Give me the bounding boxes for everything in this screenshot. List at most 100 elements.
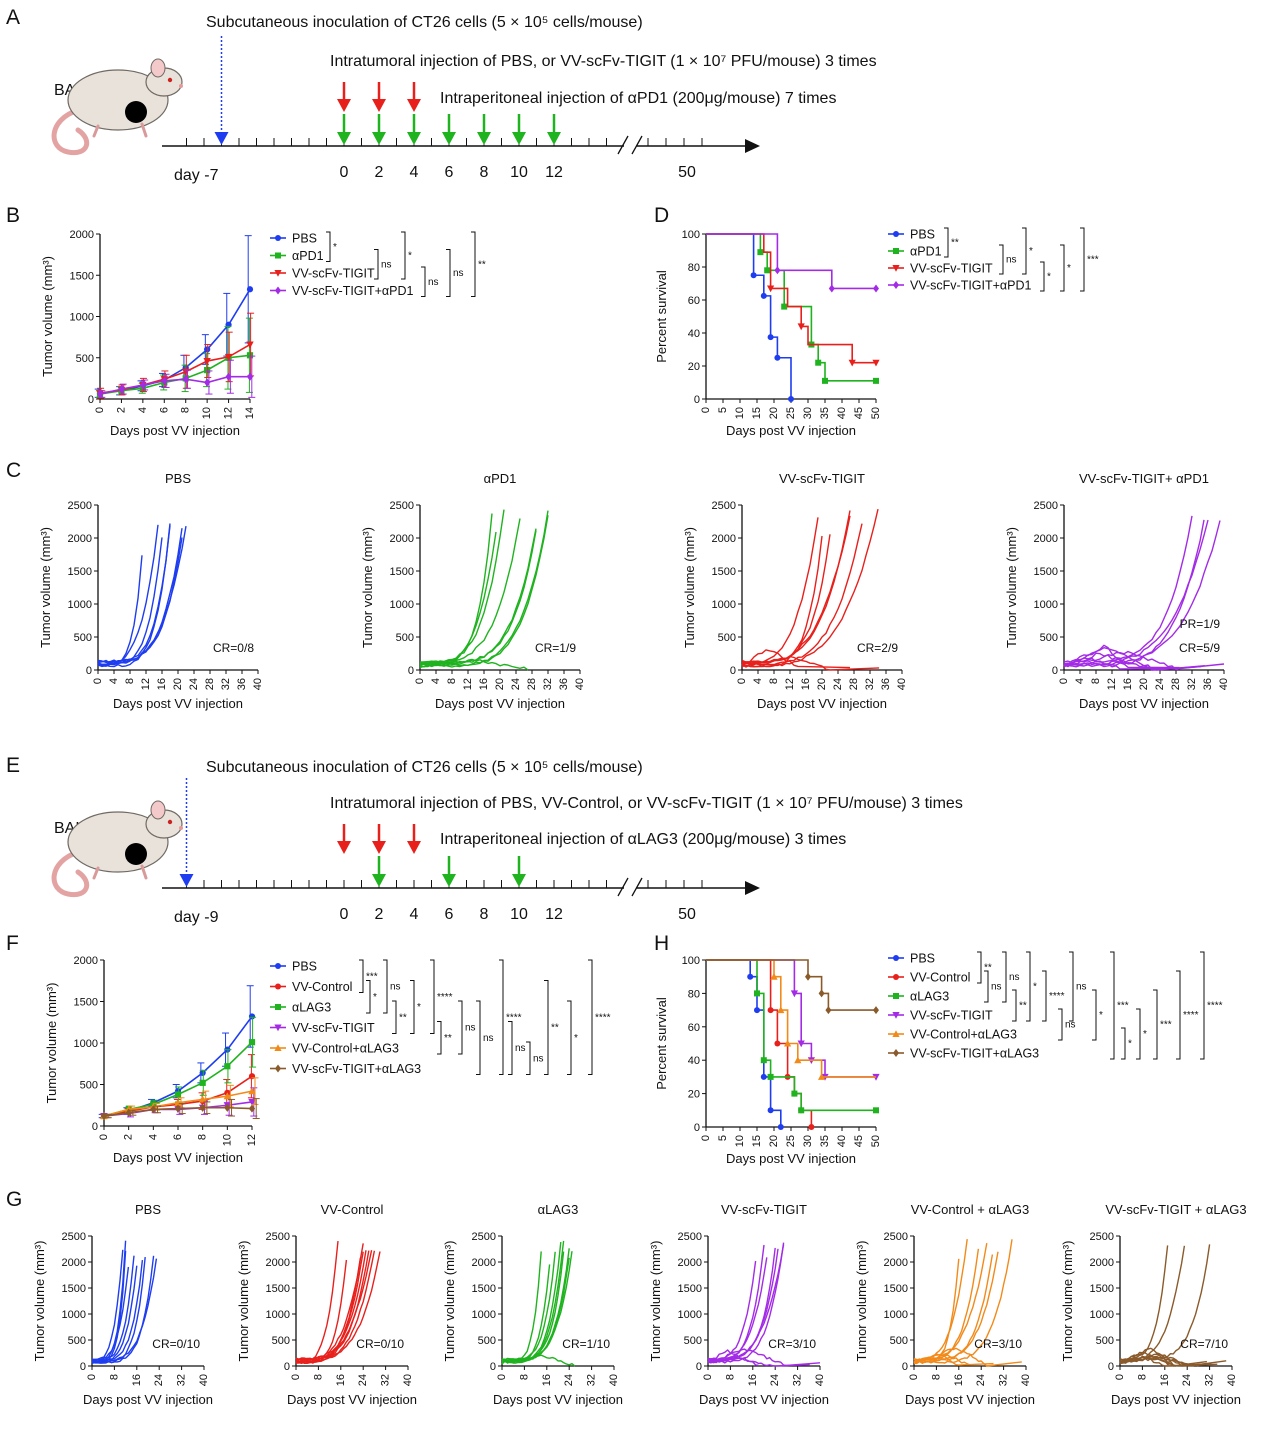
marker-triangle-up <box>818 1073 826 1080</box>
timeline-day-label: 6 <box>445 906 454 923</box>
marker-diamond <box>893 1049 899 1057</box>
panel-label-c: C <box>6 459 21 482</box>
y-tick-label: 1000 <box>74 1038 98 1050</box>
significance-label: ns <box>533 1053 544 1064</box>
y-tick-label: 500 <box>396 632 414 644</box>
y-tick-label: 1500 <box>1034 566 1058 578</box>
significance-bracket <box>392 1000 397 1034</box>
legend-label: VV-scFv-TIGIT+αPD1 <box>292 284 414 298</box>
timeline-arrowhead <box>745 881 760 895</box>
marker-diamond <box>161 376 168 385</box>
significance-bracket <box>437 1021 442 1055</box>
y-tick-label: 1500 <box>70 270 94 282</box>
legend-label: αPD1 <box>910 245 942 259</box>
x-tick-label: 8 <box>124 678 136 684</box>
y-tick-label: 2000 <box>266 1257 290 1269</box>
significance-label: * <box>574 1033 578 1044</box>
timeline-day-label: 4 <box>410 906 419 923</box>
y-tick-label: 1500 <box>74 997 98 1009</box>
marker-square <box>174 1091 182 1098</box>
timeline-day-label: 12 <box>545 164 563 181</box>
x-tick-label: 4 <box>108 678 120 684</box>
series-VV-scFv-TIGIT+αPD1 <box>96 355 256 399</box>
x-tick-label: 6 <box>172 1134 184 1140</box>
significance-bracket <box>1092 989 1097 1041</box>
significance-label: ** <box>444 1033 452 1044</box>
significance-label: * <box>408 251 412 262</box>
x-axis-label: Days post VV injection <box>905 1392 1035 1407</box>
x-axis-label: Days post VV injection <box>83 1392 213 1407</box>
series-VV-Control+αLAG3 <box>706 959 876 1080</box>
significance-bracket <box>1136 1008 1141 1060</box>
significance-bracket <box>999 244 1004 275</box>
x-tick-label: 36 <box>1202 678 1214 690</box>
x-tick-label: 40 <box>896 678 908 690</box>
marker-circle <box>893 955 899 961</box>
significance-label: **** <box>437 992 453 1003</box>
x-tick-label: 0 <box>496 1374 508 1380</box>
panel-label-f: F <box>6 932 19 955</box>
significance-label: * <box>1029 246 1033 257</box>
x-tick-label: 0 <box>908 1374 920 1380</box>
significance-label: ns <box>428 277 439 288</box>
y-axis-label: Percent survival <box>654 997 669 1090</box>
marker-square <box>275 1004 281 1010</box>
tumor-growth-curve <box>1063 519 1209 667</box>
marker-diamond <box>828 284 835 293</box>
tumor-growth-curve <box>97 537 163 667</box>
significance-label: **** <box>1049 991 1065 1002</box>
significance-label: ns <box>1006 255 1017 266</box>
y-tick-label: 1500 <box>884 1283 908 1295</box>
x-tick-label: 8 <box>197 1134 209 1140</box>
significance-bracket <box>430 959 435 1034</box>
x-tick-label: 32 <box>220 678 232 690</box>
x-tick-label: 45 <box>853 1135 865 1147</box>
marker-triangle-up <box>794 1056 802 1064</box>
tumor-growth-curve <box>913 1239 968 1362</box>
y-tick-label: 0 <box>694 1122 700 1134</box>
x-tick-label: 12 <box>462 678 474 690</box>
y-tick-label: 0 <box>694 394 700 406</box>
tumor-growth-curve <box>419 528 537 666</box>
x-tick-label: 0 <box>700 1135 712 1141</box>
x-tick-label: 40 <box>1218 678 1230 690</box>
tumor-growth-curve <box>501 1242 562 1364</box>
timeline-day-label: 50 <box>678 906 696 923</box>
tumor-growth-curve <box>91 1257 146 1364</box>
x-tick-label: 40 <box>1226 1374 1238 1386</box>
significance-bracket <box>383 959 388 1014</box>
marker-square <box>760 1057 767 1064</box>
intratumoral-arrow-head <box>372 841 386 854</box>
legend-label: VV-Control+αLAG3 <box>292 1042 399 1056</box>
axis-break <box>631 877 643 897</box>
x-tick-label: 10 <box>734 407 746 419</box>
survival-step-line <box>706 959 876 1078</box>
y-tick-label: 0 <box>408 665 414 677</box>
complete-response-label: CR=1/9 <box>535 641 576 655</box>
mouse-ear <box>150 800 166 820</box>
intraperitoneal-arrow-head <box>512 874 526 887</box>
legend-label: αLAG3 <box>910 990 949 1004</box>
x-tick-label: 4 <box>1074 678 1086 684</box>
marker-circle <box>893 231 899 237</box>
y-axis-label: Tumor volume (mm³) <box>38 527 53 648</box>
timeline-day-label: 2 <box>375 906 384 923</box>
x-tick-label: 40 <box>402 1374 414 1386</box>
scheme-a-timeline: 0 2 4 6 8 10 12 50 <box>51 36 760 181</box>
significance-bracket <box>476 1000 481 1075</box>
significance-bracket <box>1026 951 1031 1022</box>
significance-bracket <box>366 980 371 1014</box>
x-tick-label: 0 <box>700 407 712 413</box>
significance-label: ns <box>1076 982 1087 993</box>
partial-response-label: PR=1/9 <box>1180 617 1221 631</box>
chart-b: 0 500 1000 1500 2000 0 2 4 6 8 10 12 14 Days post VV … <box>40 229 486 438</box>
y-tick-label: 1000 <box>712 599 736 611</box>
marker-circle <box>808 1124 815 1130</box>
legend-label: VV-scFv-TIGIT+αLAG3 <box>292 1062 421 1076</box>
timeline-day-label: 0 <box>340 164 349 181</box>
y-tick-label: 500 <box>272 1335 290 1347</box>
intratumoral-arrow-head <box>407 99 421 112</box>
y-tick-label: 2500 <box>678 1231 702 1243</box>
